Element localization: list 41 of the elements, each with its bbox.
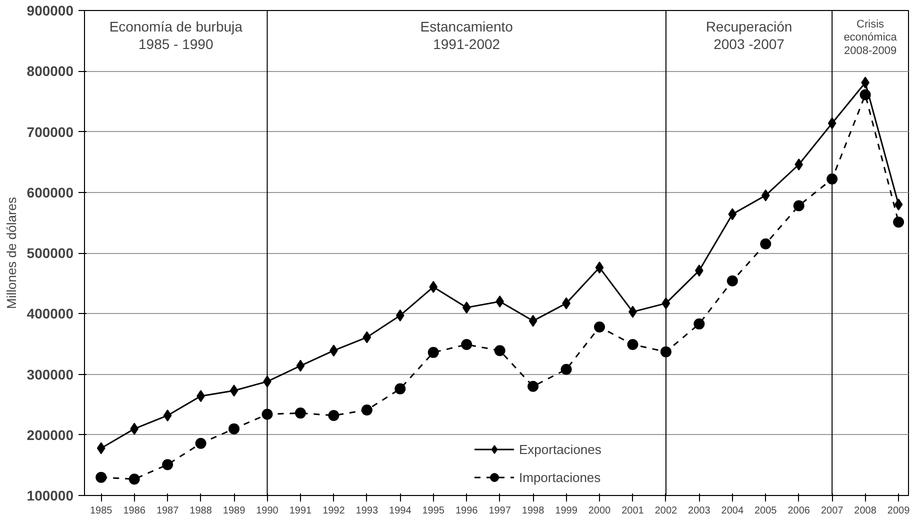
- x-tick-label: 1993: [356, 506, 378, 516]
- x-tick-label: 2008: [854, 506, 877, 516]
- legend-label: Exportaciones: [519, 442, 602, 456]
- annotation: Estancamiento 1991-2002: [420, 18, 514, 52]
- x-tick-label: 1989: [222, 506, 246, 516]
- x-tick-label: 2003: [688, 506, 711, 516]
- x-tick-label: 2002: [654, 506, 678, 516]
- x-tick-label: 1987: [156, 506, 180, 516]
- annotation: Economía de burbuja 1985 - 1990: [109, 18, 243, 52]
- y-tick-label: 500000: [26, 245, 74, 261]
- x-tick-label: 1988: [190, 506, 212, 516]
- x-tick-label: 2004: [721, 506, 744, 516]
- x-tick-label: 1996: [455, 506, 478, 516]
- annotation: Crisis económica 2008-2009: [844, 18, 898, 57]
- y-tick-label: 200000: [26, 426, 74, 443]
- x-tick-label: 2006: [788, 506, 810, 516]
- x-tick-label: 1995: [422, 506, 445, 516]
- annotation: Recuperación 2003 -2007: [706, 18, 792, 52]
- x-tick-label: 1999: [555, 506, 578, 516]
- y-tick-label: 100000: [26, 488, 74, 504]
- y-tick-label: 800000: [26, 63, 74, 80]
- y-tick-label: 300000: [26, 366, 74, 382]
- x-tick-label: 2001: [622, 506, 644, 516]
- x-tick-label: 1991: [289, 506, 312, 516]
- x-tick-label: 2007: [820, 506, 844, 516]
- x-tick-label: 1986: [123, 506, 146, 516]
- y-tick-label: 600000: [26, 184, 74, 200]
- x-tick-label: 1998: [522, 506, 545, 516]
- x-tick-label: 1990: [256, 506, 279, 516]
- x-tick-label: 1985: [90, 506, 113, 516]
- legend-label: Importaciones: [519, 470, 601, 484]
- y-tick-label: 700000: [26, 124, 74, 140]
- y-tick-label: 900000: [26, 2, 74, 18]
- x-tick-label: 2009: [887, 506, 910, 516]
- x-tick-label: 2000: [588, 506, 612, 516]
- x-tick-label: 1997: [488, 506, 512, 516]
- x-tick-label: 1994: [389, 506, 412, 516]
- x-tick-label: 1992: [322, 506, 346, 516]
- y-axis-title: Millones de dólares: [4, 196, 19, 309]
- x-tick-label: 2005: [754, 506, 778, 516]
- y-tick-label: 400000: [26, 306, 74, 322]
